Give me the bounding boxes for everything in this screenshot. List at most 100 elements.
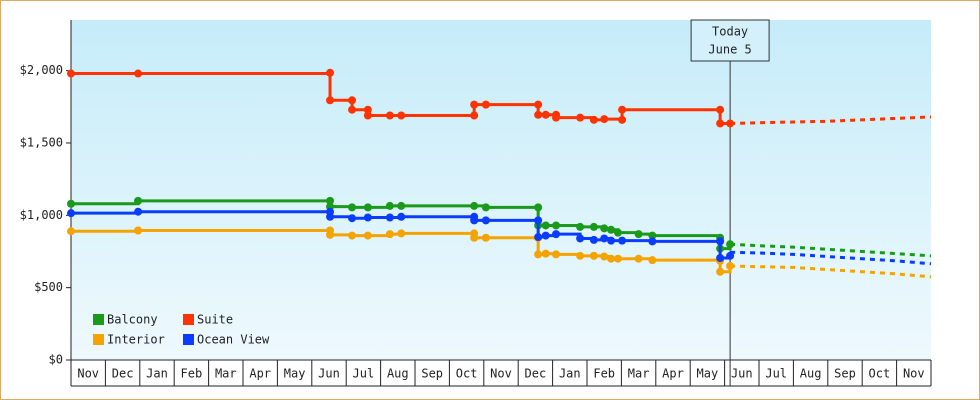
- price-point: [576, 251, 585, 260]
- price-point: [576, 234, 585, 243]
- price-point: [726, 119, 735, 128]
- price-point: [726, 261, 735, 270]
- x-tick-label: Dec: [525, 367, 547, 381]
- price-point: [552, 113, 561, 122]
- price-point: [67, 69, 75, 78]
- x-tick-label: Feb: [593, 367, 615, 381]
- price-point: [470, 201, 479, 210]
- price-point: [326, 196, 335, 205]
- legend-label: Suite: [197, 313, 233, 327]
- x-tick-label: Oct: [456, 367, 478, 381]
- x-tick-label: Apr: [249, 367, 271, 381]
- x-tick-label: Jan: [559, 367, 581, 381]
- price-point: [648, 256, 657, 265]
- price-point: [481, 233, 490, 242]
- y-tick-label: $2,000: [20, 63, 63, 77]
- price-point: [67, 227, 75, 236]
- price-point: [481, 100, 490, 109]
- price-point: [363, 231, 372, 240]
- x-tick-label: Nov: [77, 367, 99, 381]
- price-point: [648, 237, 657, 246]
- price-point: [134, 207, 143, 216]
- price-point: [634, 254, 643, 263]
- x-tick-label: May: [697, 367, 719, 381]
- price-point: [363, 111, 372, 120]
- x-tick-label: Nov: [490, 367, 512, 381]
- price-point: [534, 250, 543, 259]
- price-point: [716, 267, 725, 276]
- price-point: [607, 254, 616, 263]
- today-label: Today: [712, 25, 748, 39]
- price-point: [470, 100, 479, 109]
- today-label: June 5: [708, 43, 751, 57]
- price-point: [541, 231, 550, 240]
- price-point: [552, 230, 561, 239]
- price-point: [613, 228, 622, 237]
- price-point: [618, 115, 627, 124]
- x-tick-label: Mar: [628, 367, 650, 381]
- price-point: [534, 110, 543, 119]
- price-point: [397, 201, 406, 210]
- x-tick-label: Sep: [834, 367, 856, 381]
- price-point: [134, 69, 143, 78]
- x-tick-label: Oct: [869, 367, 891, 381]
- price-point: [716, 254, 725, 262]
- y-tick-label: $500: [34, 280, 63, 294]
- x-tick-label: Jun: [318, 367, 340, 381]
- x-tick-label: Feb: [181, 367, 203, 381]
- x-tick-label: Jan: [146, 367, 168, 381]
- price-point: [470, 233, 479, 242]
- legend-label: Balcony: [107, 313, 158, 327]
- price-point: [385, 201, 394, 210]
- y-tick-label: $0: [49, 353, 63, 367]
- price-point: [397, 111, 406, 120]
- x-tick-label: Nov: [903, 367, 925, 381]
- price-point: [348, 96, 357, 105]
- x-tick-label: Aug: [387, 367, 409, 381]
- x-tick-label: Jul: [765, 367, 787, 381]
- price-point: [607, 225, 616, 234]
- price-point: [541, 110, 550, 119]
- price-point: [618, 105, 627, 114]
- price-point: [600, 252, 609, 261]
- price-point: [363, 105, 372, 114]
- price-point: [541, 249, 550, 258]
- price-point: [470, 216, 479, 225]
- price-point: [648, 231, 657, 240]
- price-point: [607, 236, 616, 245]
- price-point: [534, 216, 543, 225]
- today-box: [690, 19, 770, 62]
- legend-swatch: [183, 314, 194, 325]
- price-point: [385, 111, 394, 120]
- price-point: [348, 105, 357, 114]
- price-point: [326, 212, 335, 221]
- price-point: [348, 231, 357, 240]
- legend-swatch: [93, 314, 104, 325]
- price-point: [552, 250, 561, 259]
- price-point: [326, 68, 335, 77]
- price-point: [600, 115, 609, 124]
- x-tick-label: Aug: [800, 367, 822, 381]
- price-point: [600, 224, 609, 233]
- price-point: [716, 105, 725, 114]
- price-point: [481, 203, 490, 212]
- x-tick-label: Jun: [731, 367, 753, 381]
- price-point: [589, 251, 598, 260]
- price-point: [634, 230, 643, 239]
- legend-swatch: [183, 334, 194, 345]
- price-point: [134, 226, 143, 235]
- price-point: [726, 251, 735, 260]
- price-point: [589, 235, 598, 244]
- price-point: [576, 222, 585, 231]
- price-point: [613, 254, 622, 263]
- x-tick-label: Sep: [421, 367, 443, 381]
- price-point: [67, 209, 75, 218]
- legend-swatch: [93, 334, 104, 345]
- price-point: [481, 216, 490, 225]
- price-point: [397, 229, 406, 238]
- price-point: [363, 203, 372, 212]
- price-point: [348, 203, 357, 212]
- price-point: [326, 230, 335, 239]
- price-point: [134, 196, 143, 205]
